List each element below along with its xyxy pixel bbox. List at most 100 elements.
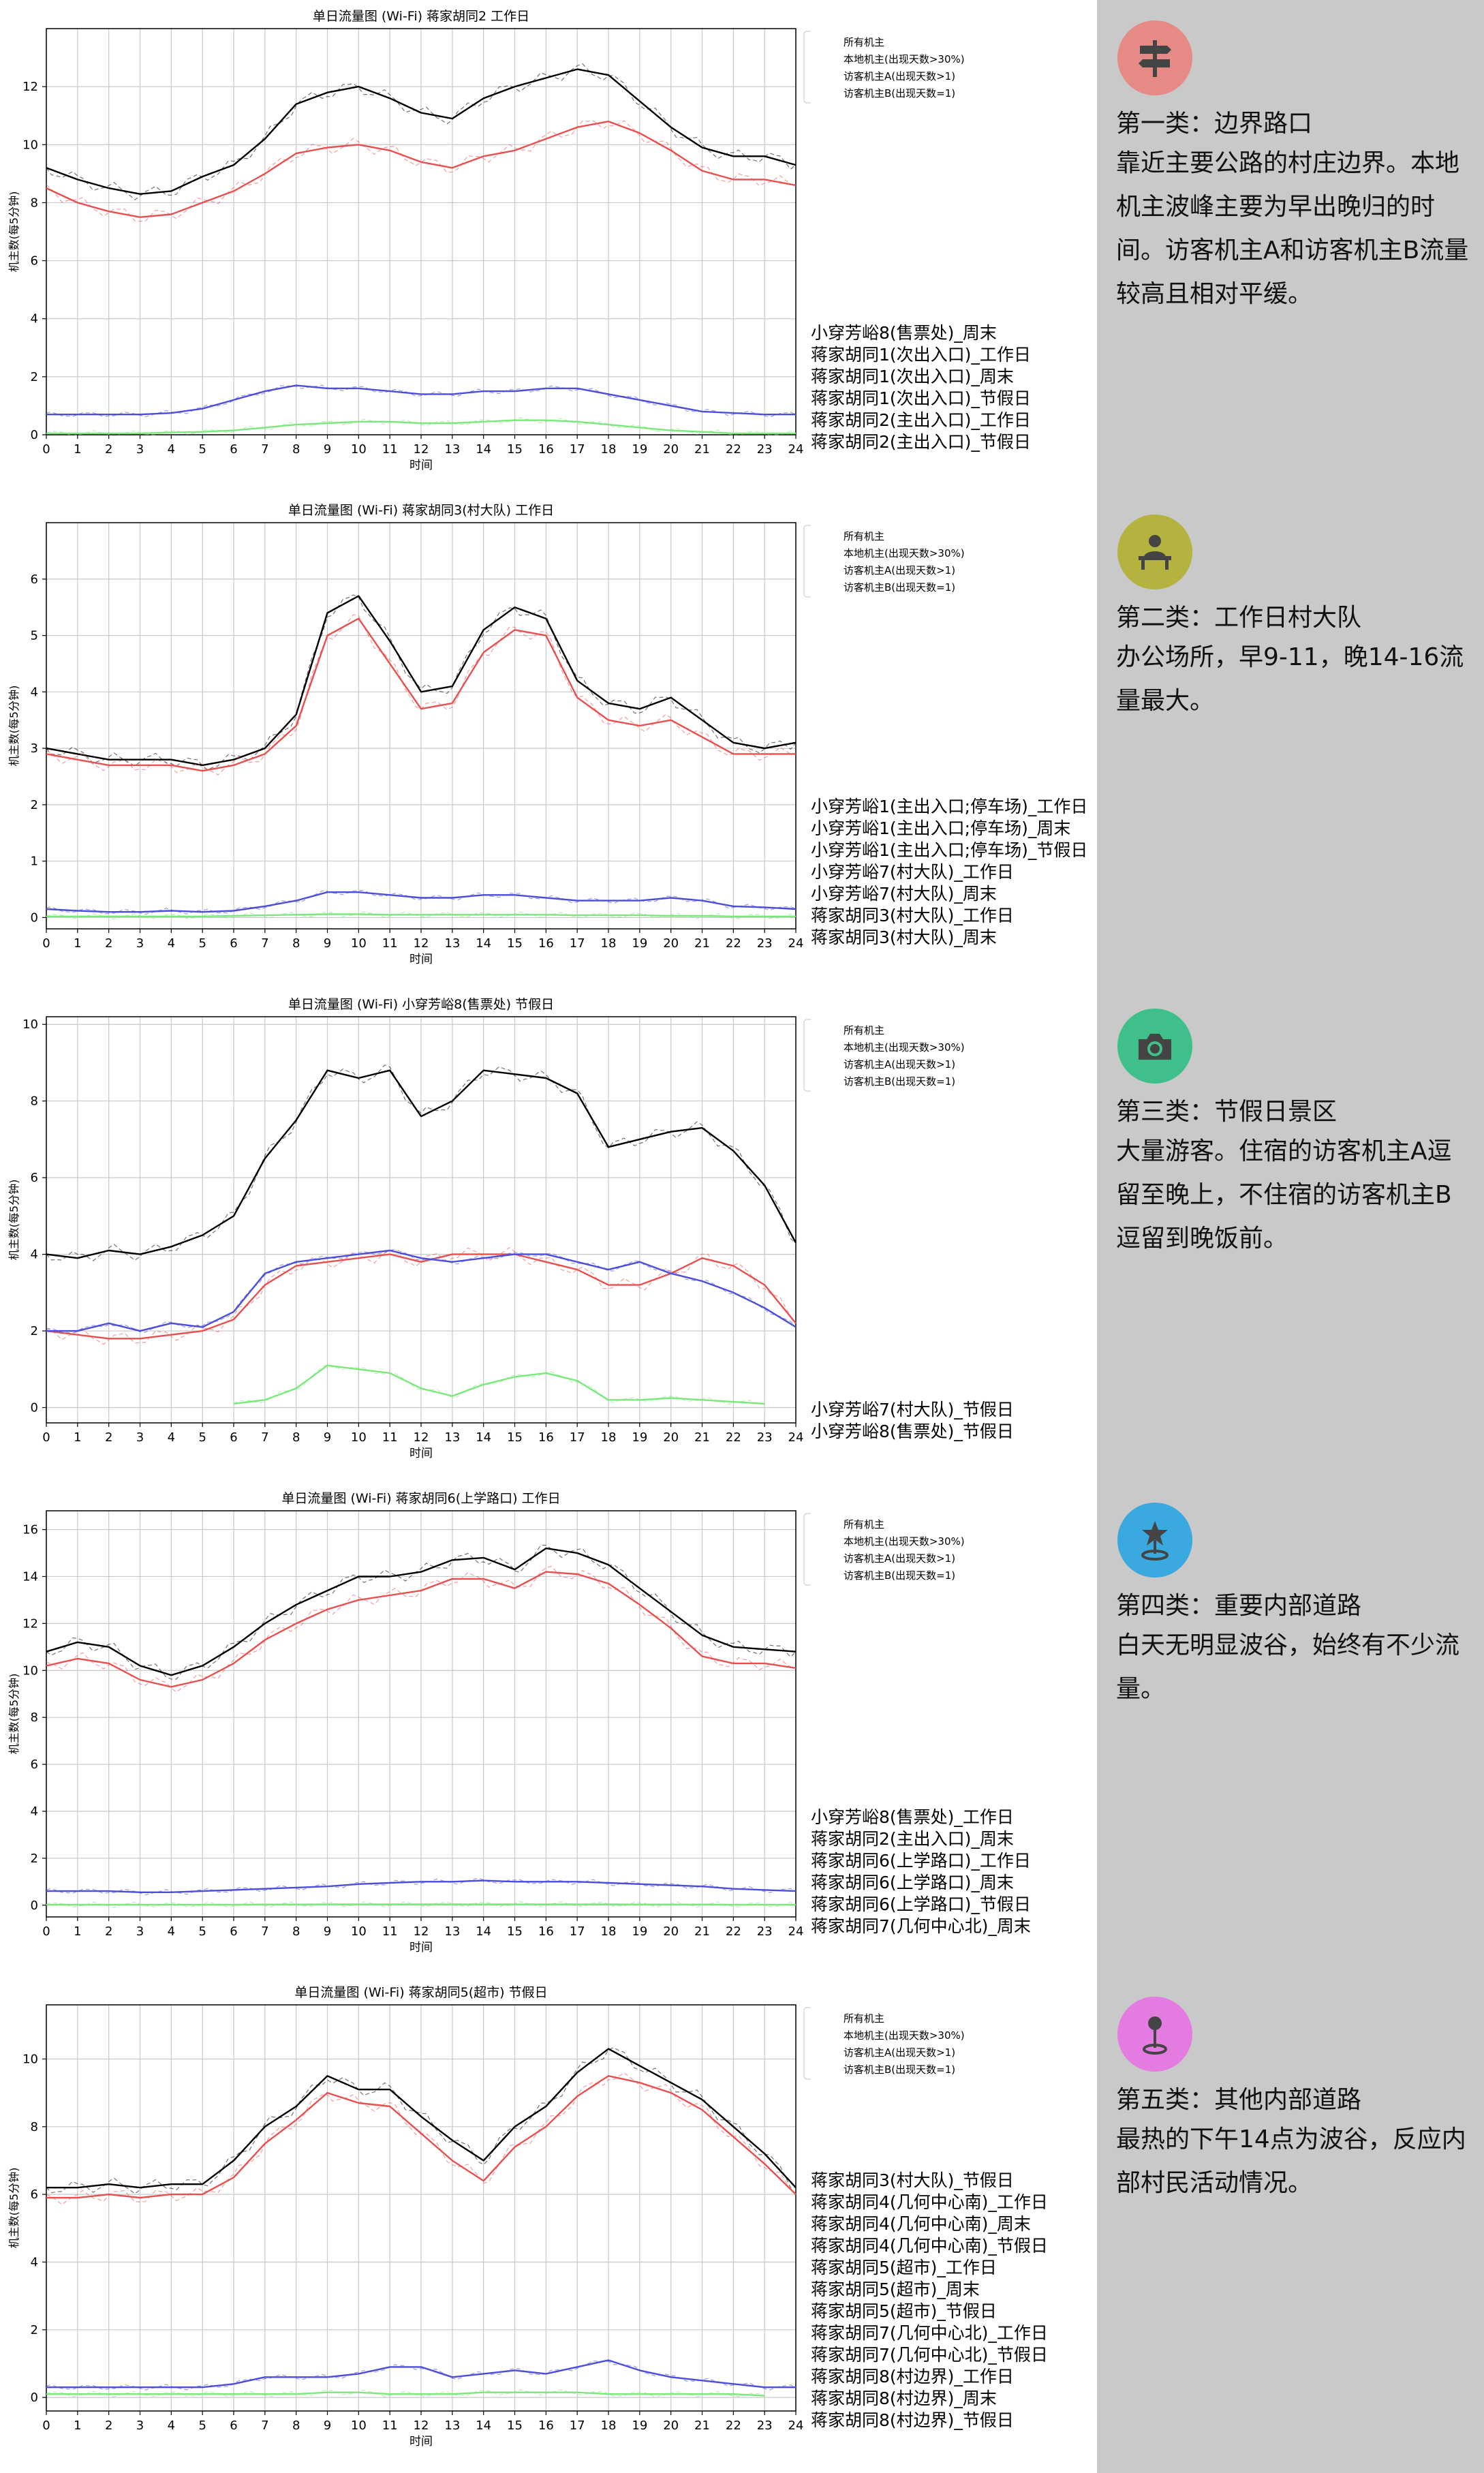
- y-tick-label: 8: [31, 1710, 38, 1725]
- series-raw-line: [46, 384, 797, 418]
- x-tick-label: 9: [324, 1430, 331, 1445]
- y-tick-label: 0: [31, 1899, 38, 1913]
- x-tick-label: 2: [105, 936, 112, 951]
- x-tick-label: 12: [414, 442, 429, 457]
- series-line: [46, 68, 797, 195]
- series-line: [46, 2391, 765, 2397]
- x-tick-label: 17: [570, 1924, 585, 1939]
- legend-box: [803, 525, 811, 598]
- y-tick-label: 5: [31, 629, 38, 643]
- y-tick-label: 6: [31, 254, 38, 268]
- category-block-5: 第五类：其他内部道路 最热的下午14点为波谷，反应内部村民活动情况。: [1116, 1997, 1470, 2205]
- legend-label: 所有机主: [844, 1024, 885, 1036]
- x-tick-label: 20: [663, 936, 679, 951]
- chart-title: 单日流量图 (Wi-Fi) 小穿芳峪8(售票处) 节假日: [288, 997, 554, 1012]
- x-tick-label: 15: [507, 1430, 523, 1445]
- category-description: 白天无明显波谷，始终有不少流量。: [1116, 1631, 1460, 1703]
- legend-label: 访客机主A(出现天数>1): [844, 1552, 956, 1565]
- x-tick-label: 5: [198, 2418, 206, 2433]
- station-item: 蒋家胡同3(村大队)_节假日: [811, 2170, 1014, 2190]
- x-tick-label: 15: [507, 2418, 523, 2433]
- x-tick-label: 20: [663, 1924, 679, 1939]
- x-tick-label: 20: [663, 2418, 679, 2433]
- x-tick-label: 9: [324, 936, 331, 951]
- legend-box: [803, 31, 811, 104]
- station-item: 蒋家胡同5(超市)_节假日: [811, 2301, 997, 2321]
- x-axis-label: 时间: [409, 953, 433, 966]
- x-tick-label: 15: [507, 1924, 523, 1939]
- series-raw-line: [46, 120, 797, 222]
- legend-box: [803, 1019, 811, 1092]
- x-tick-label: 8: [292, 1924, 300, 1939]
- y-tick-label: 12: [22, 80, 38, 94]
- x-tick-label: 13: [444, 2418, 460, 2433]
- y-tick-label: 0: [31, 428, 38, 442]
- x-tick-label: 17: [570, 1430, 585, 1445]
- y-tick-label: 6: [31, 2187, 38, 2202]
- y-tick-label: 8: [31, 1094, 38, 1109]
- y-tick-label: 6: [31, 1171, 38, 1185]
- y-axis-label: 机主数(每5分钟): [7, 686, 20, 767]
- x-tick-label: 18: [601, 442, 617, 457]
- legend-label: 访客机主A(出现天数>1): [844, 1058, 956, 1071]
- category-title: 第一类：边界路口: [1116, 110, 1313, 138]
- x-tick-label: 1: [74, 936, 81, 951]
- y-tick-label: 4: [31, 1804, 38, 1819]
- x-tick-label: 22: [726, 2418, 741, 2433]
- x-tick-label: 3: [136, 936, 144, 951]
- station-item: 蒋家胡同3(村大队)_周末: [811, 927, 997, 947]
- x-tick-label: 21: [694, 2418, 710, 2433]
- x-tick-label: 21: [694, 936, 710, 951]
- y-tick-label: 2: [31, 1324, 38, 1338]
- legend-label: 本地机主(出现天数>30%): [844, 2029, 965, 2042]
- x-tick-label: 24: [788, 442, 804, 457]
- x-tick-label: 21: [694, 1430, 710, 1445]
- series-raw-line: [46, 417, 797, 437]
- y-tick-label: 0: [31, 910, 38, 925]
- x-axis-label: 时间: [409, 1447, 433, 1460]
- x-tick-label: 22: [726, 936, 741, 951]
- y-tick-label: 10: [22, 2052, 38, 2066]
- station-item: 小穿芳峪1(主出入口;停车场)_工作日: [811, 797, 1088, 816]
- y-tick-label: 4: [31, 1248, 38, 1262]
- x-tick-label: 14: [476, 1924, 491, 1939]
- series-raw-line: [46, 2360, 797, 2391]
- series-lines: [46, 594, 797, 920]
- y-tick-label: 0: [31, 1401, 38, 1415]
- series-raw-line: [233, 1364, 765, 1405]
- x-tick-label: 7: [261, 2418, 268, 2433]
- x-tick-label: 16: [538, 2418, 554, 2433]
- x-tick-label: 10: [351, 1430, 367, 1445]
- station-item: 蒋家胡同7(几何中心北)_周末: [811, 1916, 1031, 1936]
- legend-label: 访客机主A(出现天数>1): [844, 2046, 956, 2059]
- station-list: 小穿芳峪8(售票处)_工作日 蒋家胡同2(主出入口)_周末 蒋家胡同6(上学路口)_…: [811, 1807, 1031, 1937]
- x-tick-label: 24: [788, 2418, 804, 2433]
- station-item: 小穿芳峪7(村大队)_工作日: [811, 862, 1014, 882]
- x-tick-label: 14: [476, 2418, 491, 2433]
- x-tick-label: 2: [105, 1430, 112, 1445]
- chart-section-4: 单日流量图 (Wi-Fi) 蒋家胡同6(上学路口) 工作日 0 1 2 3 4 5 6 7 8 9 1…: [0, 1482, 1097, 1976]
- x-tick-label: 8: [292, 442, 300, 457]
- x-tick-label: 1: [74, 1924, 81, 1939]
- x-tick-label: 22: [726, 442, 741, 457]
- chart-section-2: 单日流量图 (Wi-Fi) 蒋家胡同3(村大队) 工作日 0 1 2 3 4 5 6 7 8 9 10…: [0, 494, 1097, 988]
- station-item: 蒋家胡同8(村边界)_节假日: [811, 2410, 1014, 2430]
- category-description: 办公场所，早9-11，晚14-16流量最大。: [1116, 643, 1464, 715]
- series-lines: [46, 2047, 797, 2397]
- station-item: 蒋家胡同6(上学路口)_工作日: [811, 1851, 1031, 1871]
- x-tick-label: 23: [757, 2418, 773, 2433]
- y-axis-label: 机主数(每5分钟): [7, 1180, 20, 1261]
- category-description: 靠近主要公路的村庄边界。本地机主波峰主要为早出晚归的时间。访客机主A和访客机主B…: [1116, 149, 1469, 308]
- x-tick-label: 13: [444, 936, 460, 951]
- x-tick-label: 12: [414, 936, 429, 951]
- category-block-4: 第四类：重要内部道路 白天无明显波谷，始终有不少流量。: [1116, 1503, 1470, 1711]
- x-tick-label: 14: [476, 936, 491, 951]
- x-tick-label: 10: [351, 1924, 367, 1939]
- x-tick-label: 16: [538, 1430, 554, 1445]
- x-tick-label: 12: [414, 2418, 429, 2433]
- x-tick-label: 19: [632, 936, 647, 951]
- chart-section-3: 单日流量图 (Wi-Fi) 小穿芳峪8(售票处) 节假日 0 1 2 3 4 5 6 7 8 9 10…: [0, 988, 1097, 1482]
